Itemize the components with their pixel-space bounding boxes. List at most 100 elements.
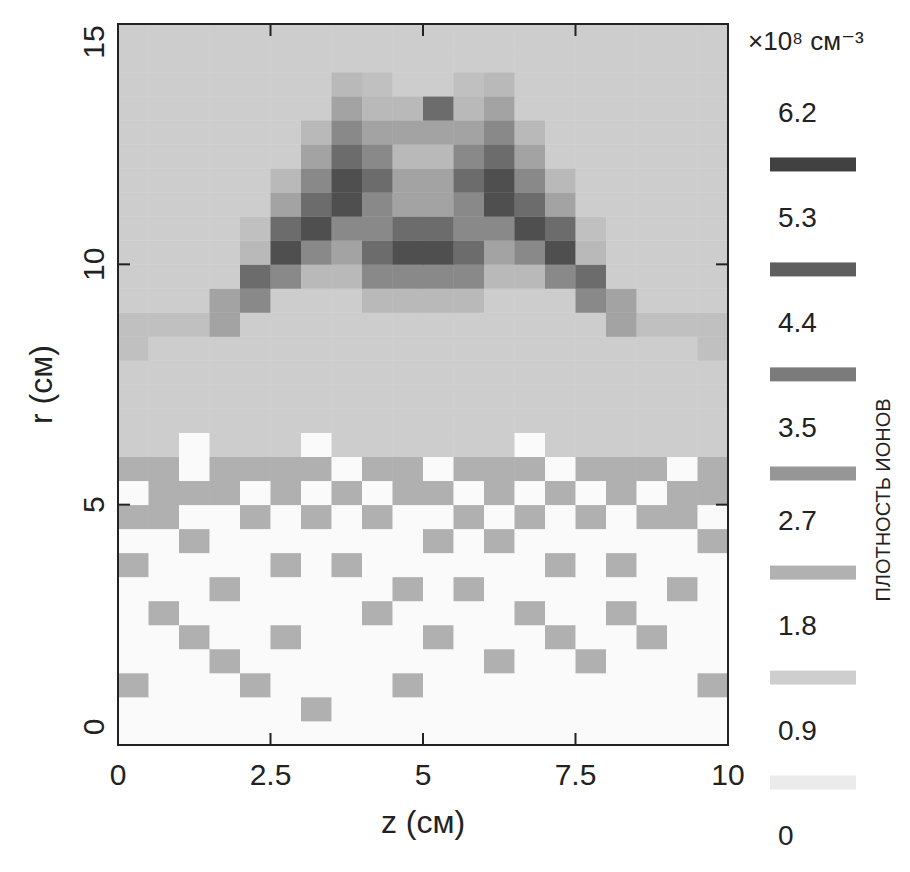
cell bbox=[179, 625, 210, 649]
cell bbox=[423, 625, 454, 649]
cell bbox=[667, 577, 698, 601]
cell bbox=[362, 529, 393, 553]
cell bbox=[484, 553, 515, 577]
cell bbox=[271, 529, 302, 553]
cell bbox=[454, 409, 485, 433]
colorbar-unit: ×10⁸ см⁻³ bbox=[748, 26, 864, 56]
cell bbox=[698, 625, 729, 649]
cell bbox=[545, 192, 576, 216]
cell bbox=[698, 240, 729, 264]
cell bbox=[667, 72, 698, 96]
cell bbox=[484, 192, 515, 216]
cell bbox=[576, 240, 607, 264]
cell bbox=[332, 72, 363, 96]
cell bbox=[332, 673, 363, 697]
cell bbox=[271, 96, 302, 120]
cell bbox=[423, 529, 454, 553]
cell bbox=[179, 360, 210, 384]
cell bbox=[362, 216, 393, 240]
cell bbox=[454, 529, 485, 553]
colorbar-tick-label: 0.9 bbox=[778, 715, 817, 746]
cell bbox=[515, 120, 546, 144]
cell bbox=[423, 96, 454, 120]
cell bbox=[240, 192, 271, 216]
cell bbox=[545, 72, 576, 96]
cell bbox=[606, 120, 637, 144]
cell bbox=[332, 120, 363, 144]
y-tick-label: 5 bbox=[77, 496, 110, 513]
cell bbox=[667, 24, 698, 48]
cell bbox=[545, 144, 576, 168]
cell bbox=[118, 457, 149, 481]
cell bbox=[484, 385, 515, 409]
cell bbox=[515, 312, 546, 336]
cell bbox=[362, 673, 393, 697]
cell bbox=[240, 168, 271, 192]
cell bbox=[545, 216, 576, 240]
cell bbox=[118, 409, 149, 433]
cell bbox=[576, 96, 607, 120]
x-tick-top bbox=[575, 24, 577, 36]
cell bbox=[240, 216, 271, 240]
cell bbox=[362, 385, 393, 409]
cell bbox=[301, 312, 332, 336]
cell bbox=[667, 505, 698, 529]
cell bbox=[149, 168, 180, 192]
cell bbox=[484, 577, 515, 601]
cell bbox=[149, 433, 180, 457]
cell bbox=[423, 48, 454, 72]
cell bbox=[362, 481, 393, 505]
cell bbox=[606, 457, 637, 481]
cell bbox=[637, 577, 668, 601]
cell bbox=[301, 457, 332, 481]
x-tick-label: 7.5 bbox=[555, 758, 597, 791]
cell bbox=[667, 288, 698, 312]
cell bbox=[454, 168, 485, 192]
cell bbox=[301, 673, 332, 697]
cell bbox=[271, 385, 302, 409]
cell bbox=[179, 505, 210, 529]
cell bbox=[637, 505, 668, 529]
cell bbox=[240, 336, 271, 360]
cell bbox=[423, 144, 454, 168]
cell bbox=[393, 168, 424, 192]
cell bbox=[606, 216, 637, 240]
colorbar-tick-label: 1.8 bbox=[778, 610, 817, 641]
cell bbox=[576, 457, 607, 481]
cell bbox=[576, 192, 607, 216]
cell bbox=[484, 264, 515, 288]
cell bbox=[149, 264, 180, 288]
cell bbox=[271, 625, 302, 649]
cell bbox=[545, 48, 576, 72]
cell bbox=[393, 625, 424, 649]
cell bbox=[271, 312, 302, 336]
cell bbox=[332, 529, 363, 553]
cell bbox=[545, 385, 576, 409]
cell bbox=[149, 336, 180, 360]
cell bbox=[484, 144, 515, 168]
cell bbox=[637, 288, 668, 312]
cell bbox=[301, 96, 332, 120]
cell bbox=[515, 336, 546, 360]
cell bbox=[179, 264, 210, 288]
cell bbox=[210, 601, 241, 625]
cell bbox=[179, 385, 210, 409]
cell bbox=[332, 360, 363, 384]
cell bbox=[149, 24, 180, 48]
cell bbox=[179, 96, 210, 120]
cell bbox=[515, 649, 546, 673]
cell bbox=[118, 577, 149, 601]
cell bbox=[271, 288, 302, 312]
cell bbox=[301, 553, 332, 577]
cell bbox=[301, 409, 332, 433]
cell bbox=[118, 144, 149, 168]
cell bbox=[301, 529, 332, 553]
cell bbox=[515, 505, 546, 529]
cell bbox=[301, 144, 332, 168]
cell bbox=[515, 168, 546, 192]
cell bbox=[515, 577, 546, 601]
cell bbox=[240, 721, 271, 745]
cell bbox=[576, 288, 607, 312]
cell bbox=[271, 481, 302, 505]
cell bbox=[484, 48, 515, 72]
